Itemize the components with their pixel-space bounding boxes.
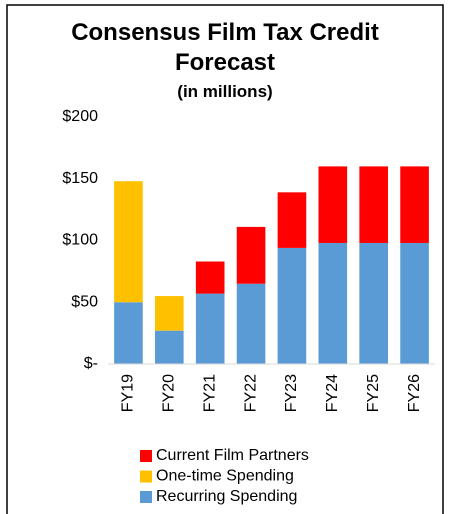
legend-swatch [140,450,152,462]
x-tick-label: FY19 [120,374,137,412]
bar-segment [155,330,184,364]
x-tick-label: FY26 [406,374,423,412]
legend-swatch [140,491,152,503]
chart-border [6,4,444,514]
y-tick-label: $- [84,355,98,372]
bar-segment [195,261,225,294]
legend-label: Current Film Partners [156,447,309,464]
y-tick-label: $100 [62,232,98,249]
x-tick-label: FY21 [201,374,218,412]
x-tick-label: FY22 [242,374,259,412]
bar-segment [114,302,143,364]
legend-swatch [140,470,152,483]
chart-title: Consensus Film Tax Credit Forecast [71,19,379,76]
bar-segment [318,242,348,364]
legend-label: Recurring Spending [156,488,297,505]
bar-segment [195,293,225,364]
bar-segment [155,296,184,331]
x-tick-label: FY25 [365,374,382,412]
legend-label: One-time Spending [156,468,294,485]
y-tick-label: $150 [62,170,98,187]
y-tick-label: $50 [71,293,98,310]
x-tick-label: FY24 [324,374,341,412]
bar-segment [359,242,388,364]
bar-segment [400,166,429,243]
x-tick-label: FY20 [161,374,178,412]
y-tick-label: $200 [62,108,98,125]
bar-segment [359,166,388,243]
bar-segment [236,283,266,364]
x-tick-label: FY23 [283,374,300,412]
bar-segment [277,247,307,364]
bar-segment [400,242,429,364]
bar-segment [318,166,348,243]
chart-subtitle: (in millions) [177,82,273,101]
bar-segment [236,226,266,284]
bar-segment [277,192,307,248]
bar-segment [114,181,143,303]
